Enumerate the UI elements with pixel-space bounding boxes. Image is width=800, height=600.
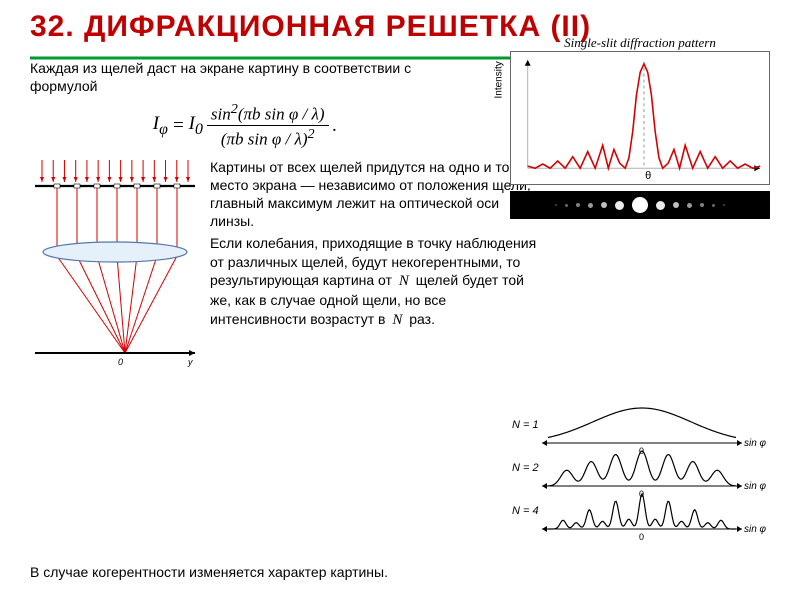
svg-text:sin φ: sin φ [744,438,767,449]
formula: Iφ = I0 sin2(πb sin φ / λ) (πb sin φ / λ… [30,101,460,149]
intensity-title: Single-slit diffraction pattern [510,35,770,51]
svg-text:N = 1: N = 1 [512,419,539,431]
diffraction-strip [510,191,770,219]
intensity-panel: Single-slit diffraction pattern Intensit… [510,35,770,219]
intensity-xlabel: θ [645,170,651,182]
svg-text:y: y [187,357,193,367]
slit-lens-diagram: 0y [30,158,200,373]
intro-text: Каждая из щелей даст на экране картину в… [30,59,470,95]
svg-text:sin φ: sin φ [744,524,767,535]
intensity-plot: Intensity θ [510,51,770,185]
multi-slit-chart: N = 1sin φ0N = 2sin φ0N = 4sin φ0 [510,400,770,545]
svg-text:N = 4: N = 4 [512,505,539,517]
svg-text:sin φ: sin φ [744,481,767,492]
body-text: Картины от всех щелей придутся на одно и… [210,158,540,373]
svg-text:N = 2: N = 2 [512,462,539,474]
footer-text: В случае когерентности изменяется характ… [30,564,770,580]
svg-text:0: 0 [639,532,644,540]
svg-text:0: 0 [118,357,123,367]
intensity-ylabel: Intensity [494,61,505,98]
